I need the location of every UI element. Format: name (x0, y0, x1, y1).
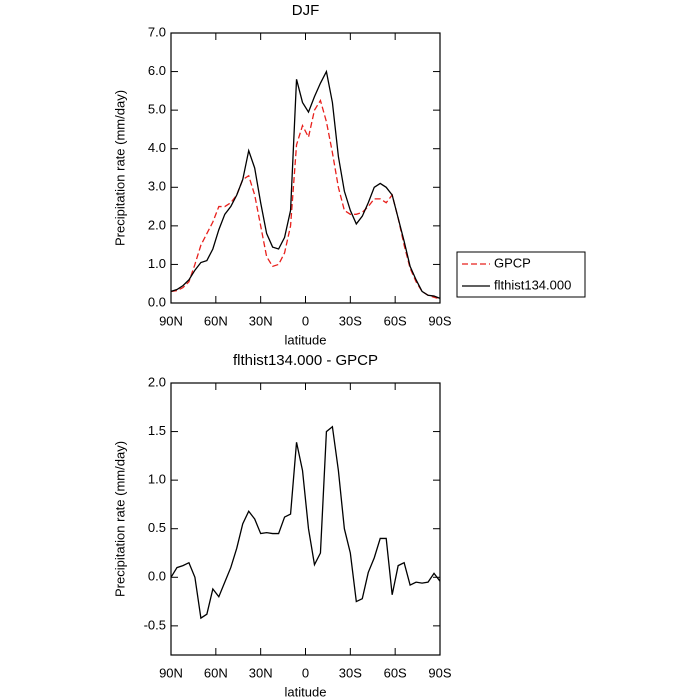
data-line (170, 98, 441, 300)
x-tick-label: 0 (302, 313, 309, 328)
y-tick-label: 1.5 (148, 423, 166, 438)
y-tick-label: 3.0 (148, 179, 166, 194)
y-tick-label: 2.0 (148, 217, 166, 232)
y-tick-label: 7.0 (148, 24, 166, 39)
y-axis-label: Precipitation rate (mm/day) (112, 441, 127, 597)
y-tick-label: 0.0 (148, 569, 166, 584)
x-tick-label: 30S (339, 313, 362, 328)
x-tick-label: 30S (339, 665, 362, 680)
data-line (170, 69, 441, 299)
x-axis-label: latitude (285, 684, 327, 699)
x-tick-label: 0 (302, 665, 309, 680)
x-tick-label: 90S (428, 313, 451, 328)
y-tick-label: 0.0 (148, 294, 166, 309)
plot-frame (170, 32, 441, 304)
legend-box (456, 251, 586, 298)
y-tick-label: 1.0 (148, 256, 166, 271)
x-tick-label: 60S (384, 313, 407, 328)
y-axis-label: Precipitation rate (mm/day) (112, 90, 127, 246)
y-tick-label: 2.0 (148, 374, 166, 389)
y-tick-label: 4.0 (148, 140, 166, 155)
legend-label: GPCP (494, 255, 531, 270)
x-tick-label: 60N (204, 665, 228, 680)
x-tick-label: 60N (204, 313, 228, 328)
y-tick-label: 0.5 (148, 520, 166, 535)
x-axis-label: latitude (285, 332, 327, 347)
y-tick-label: -0.5 (144, 617, 166, 632)
y-tick-label: 5.0 (148, 102, 166, 117)
x-tick-label: 30N (249, 665, 273, 680)
legend-label: flthist134.000 (494, 277, 571, 292)
x-tick-label: 90S (428, 665, 451, 680)
y-tick-label: 1.0 (148, 472, 166, 487)
x-tick-label: 60S (384, 665, 407, 680)
chart-title: flthist134.000 - GPCP (233, 352, 378, 369)
chart-title: DJF (292, 2, 320, 19)
x-tick-label: 90N (159, 665, 183, 680)
x-tick-label: 90N (159, 313, 183, 328)
x-tick-label: 30N (249, 313, 273, 328)
plot-frame (170, 382, 441, 656)
data-line (170, 425, 441, 620)
y-tick-label: 6.0 (148, 63, 166, 78)
